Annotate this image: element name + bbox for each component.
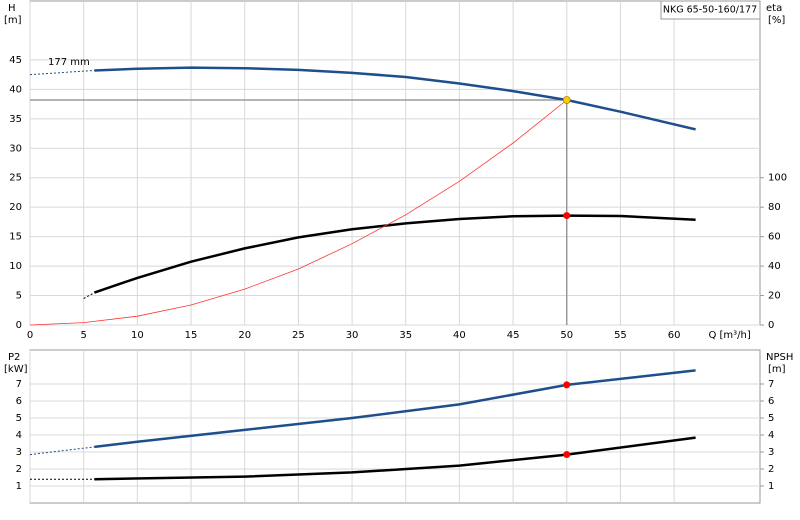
operating-point [563, 451, 571, 459]
y-axis-unit: [m] [4, 15, 22, 26]
y2-tick-label: 60 [768, 232, 781, 243]
y-tick-label: 20 [9, 202, 22, 213]
x-tick-label: 25 [292, 330, 305, 341]
operating-point [563, 381, 571, 389]
y2-tick-label: 6 [768, 396, 774, 407]
y2-tick-label: 7 [768, 379, 774, 390]
y2-axis-label: eta [766, 3, 782, 14]
x-tick-label: 55 [614, 330, 627, 341]
x-tick-label: 10 [131, 330, 144, 341]
y-tick-label: 0 [16, 320, 22, 331]
series-line [94, 436, 696, 481]
y2-axis-label: NPSH [766, 352, 793, 363]
y2-tick-label: 0 [768, 320, 774, 331]
x-tick-label: 5 [80, 330, 86, 341]
y-tick-label: 25 [9, 173, 22, 184]
x-axis-label: Q [m³/h] [708, 330, 750, 341]
y2-tick-label: 40 [768, 261, 781, 272]
x-tick-label: 0 [27, 330, 33, 341]
x-tick-label: 50 [560, 330, 573, 341]
y-tick-label: 6 [16, 396, 22, 407]
chart-title: NKG 65-50-160/177 [663, 5, 757, 16]
y-tick-label: 40 [9, 84, 22, 95]
y2-tick-label: 1 [768, 481, 774, 492]
y-tick-label: 3 [16, 447, 22, 458]
series-line [29, 99, 568, 326]
y2-axis-unit: [m] [768, 364, 786, 375]
y-tick-label: 5 [16, 291, 22, 302]
y2-tick-label: 100 [768, 173, 787, 184]
series-line [29, 446, 95, 456]
y2-tick-label: 3 [768, 447, 774, 458]
y-tick-label: 45 [9, 55, 22, 66]
y-tick-label: 5 [16, 413, 22, 424]
y-tick-label: 10 [9, 261, 22, 272]
operating-point [563, 212, 571, 220]
y-tick-label: 30 [9, 143, 22, 154]
y2-tick-label: 4 [768, 430, 774, 441]
y-axis-label: P2 [8, 352, 20, 363]
x-tick-label: 40 [453, 330, 466, 341]
y2-tick-label: 80 [768, 202, 781, 213]
series-line [29, 70, 95, 76]
y2-tick-label: 20 [768, 291, 781, 302]
x-tick-label: 15 [185, 330, 198, 341]
x-tick-label: 60 [668, 330, 681, 341]
impeller-annotation: 177 mm [48, 57, 90, 68]
series-line [93, 214, 696, 294]
operating-point [562, 96, 571, 104]
y-axis-label: H [8, 3, 16, 14]
series-line [94, 66, 696, 131]
x-tick-label: 30 [346, 330, 359, 341]
y-tick-label: 15 [9, 232, 22, 243]
y2-tick-label: 2 [768, 464, 774, 475]
y-tick-label: 7 [16, 379, 22, 390]
title-box [660, 0, 761, 20]
y-tick-label: 2 [16, 464, 22, 475]
y-tick-label: 35 [9, 114, 22, 125]
x-tick-label: 45 [507, 330, 520, 341]
plot-area [29, 349, 761, 504]
y-tick-label: 1 [16, 481, 22, 492]
y-tick-label: 4 [16, 430, 22, 441]
x-tick-label: 20 [238, 330, 251, 341]
y-axis-unit: [kW] [4, 364, 28, 375]
y2-tick-label: 5 [768, 413, 774, 424]
y2-axis-unit: [%] [768, 15, 785, 26]
x-tick-label: 35 [399, 330, 412, 341]
